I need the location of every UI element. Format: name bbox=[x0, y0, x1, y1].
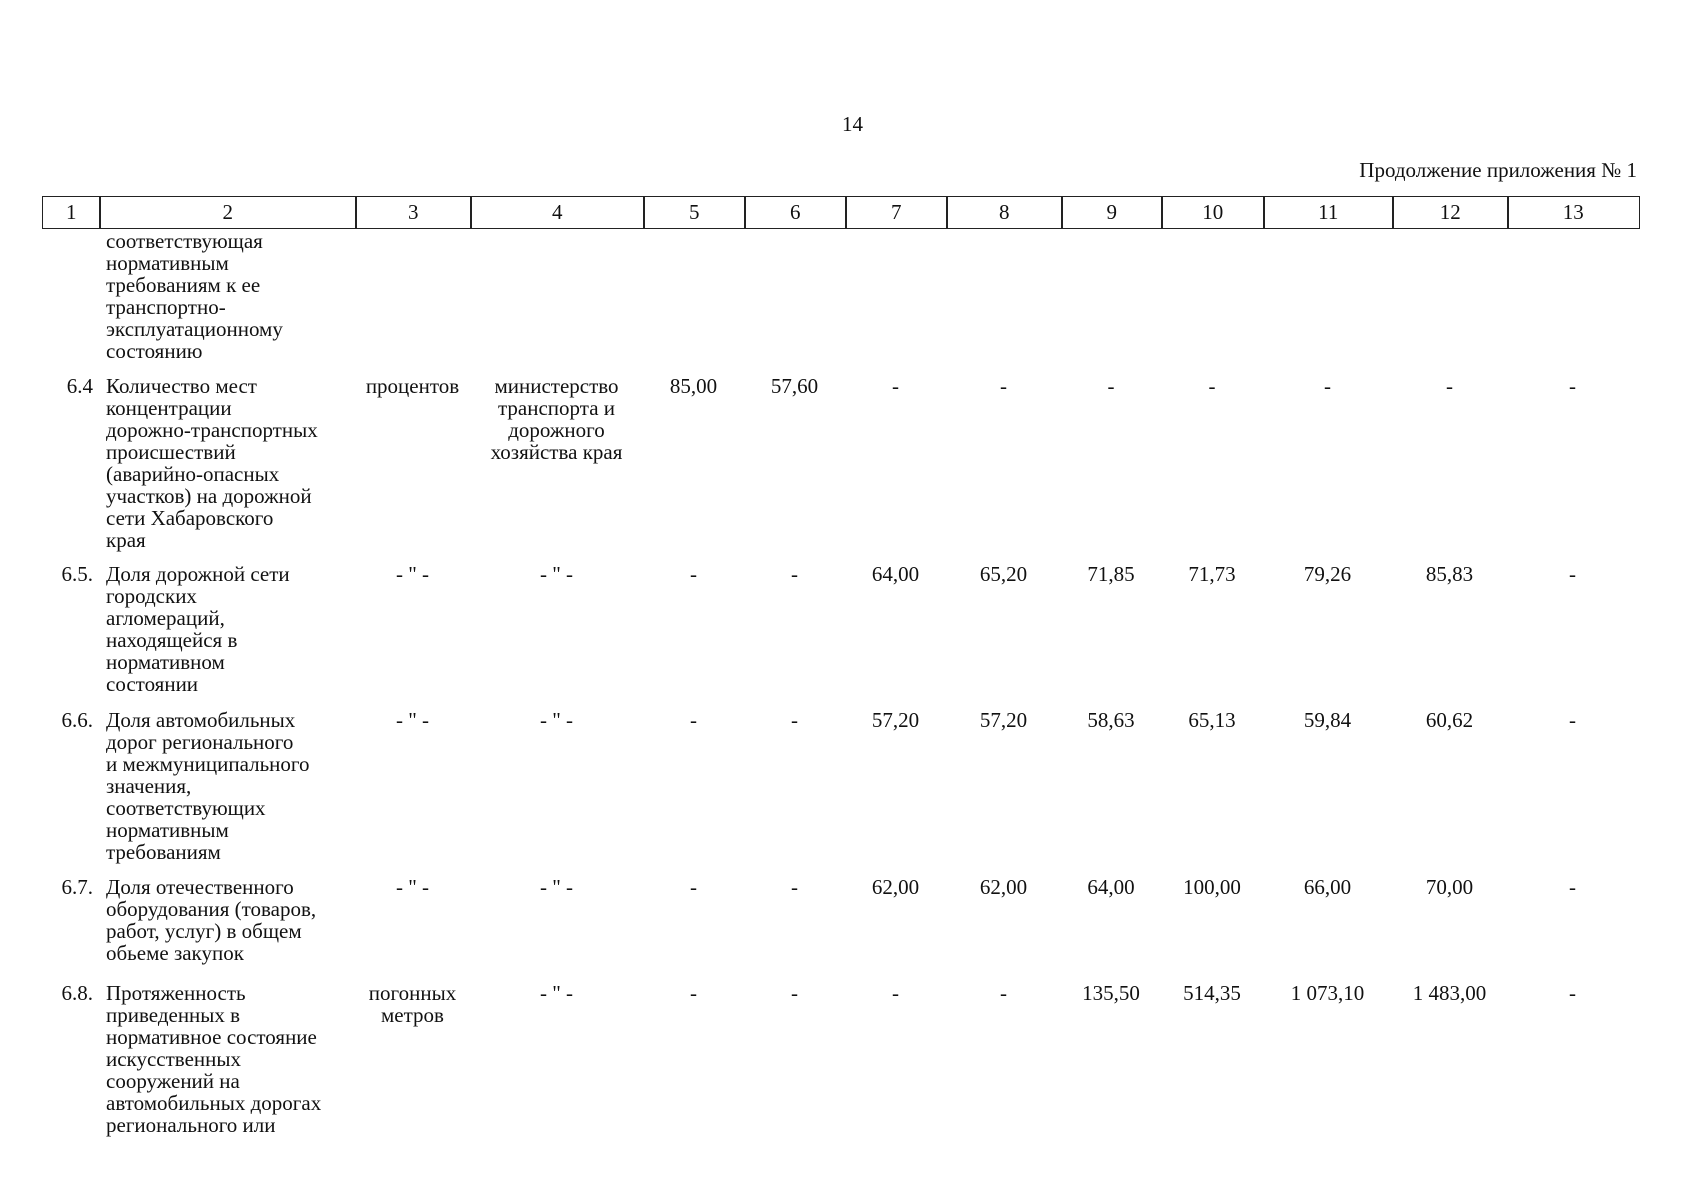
header-column-7: 7 bbox=[845, 196, 948, 229]
cell-col-6: - bbox=[791, 875, 798, 899]
page-number: 14 bbox=[842, 112, 863, 136]
cell-col-9: 64,00 bbox=[1087, 875, 1135, 899]
indicator-name: Количество мест концентрации дорожно-тра… bbox=[106, 374, 318, 552]
cell-col-10: 514,35 bbox=[1183, 981, 1241, 1005]
header-column-12: 12 bbox=[1392, 196, 1509, 229]
cell-col-5: - bbox=[690, 875, 697, 899]
cell-col-4: министерство транспорта и дорожного хозя… bbox=[490, 374, 623, 464]
indicator-name: Протяженность приведенных в нормативное … bbox=[106, 981, 322, 1137]
cell-col-12: 60,62 bbox=[1425, 708, 1474, 732]
header-column-2: 2 bbox=[99, 196, 357, 229]
cell-col-6: 57,60 bbox=[770, 374, 819, 398]
cell-col-13: - bbox=[1569, 981, 1576, 1005]
header-column-5: 5 bbox=[643, 196, 746, 229]
header-column-1: 1 bbox=[42, 196, 101, 229]
row-number: 6.5. bbox=[61, 562, 94, 586]
cell-col-10: - bbox=[1208, 374, 1216, 398]
cell-col-13: - bbox=[1569, 374, 1576, 398]
cell-col-5: - bbox=[690, 708, 697, 732]
cell-col-9: 71,85 bbox=[1087, 562, 1135, 586]
header-column-8: 8 bbox=[946, 196, 1063, 229]
indicator-name: Доля дорожной сети городских агломераций… bbox=[106, 562, 290, 696]
cell-col-8: 62,00 bbox=[979, 875, 1028, 899]
indicator-name: Доля автомобильных дорог регионального и… bbox=[106, 708, 310, 864]
cell-col-12: - bbox=[1446, 374, 1453, 398]
row-number: 6.4 bbox=[66, 374, 93, 398]
row-number: 6.6. bbox=[61, 708, 94, 732]
cell-col-6: - bbox=[791, 981, 798, 1005]
header-column-13: 13 bbox=[1507, 196, 1640, 229]
cell-col-10: 71,73 bbox=[1188, 562, 1236, 586]
cell-col-12: 70,00 bbox=[1425, 875, 1474, 899]
cell-col-11: 79,26 bbox=[1303, 562, 1352, 586]
header-column-6: 6 bbox=[744, 196, 847, 229]
continuation-note: Продолжение приложения № 1 bbox=[1359, 158, 1637, 182]
cell-col-9: - bbox=[1107, 374, 1115, 398]
cell-col-11: - bbox=[1324, 374, 1331, 398]
cell-col-8: 65,20 bbox=[979, 562, 1028, 586]
cell-col-4: - " - bbox=[539, 875, 574, 899]
cell-col-12: 1 483,00 bbox=[1412, 981, 1487, 1005]
cell-col-8: - bbox=[1000, 374, 1007, 398]
cell-col-9: 58,63 bbox=[1087, 708, 1135, 732]
cell-col-3: - " - bbox=[395, 708, 430, 732]
cell-col-13: - bbox=[1569, 875, 1576, 899]
cell-col-4: - " - bbox=[539, 981, 574, 1005]
cell-col-9: 135,50 bbox=[1082, 981, 1140, 1005]
cell-col-13: - bbox=[1569, 708, 1576, 732]
cell-col-5: 85,00 bbox=[669, 374, 718, 398]
header-column-9: 9 bbox=[1061, 196, 1163, 229]
cell-col-7: 62,00 bbox=[871, 875, 920, 899]
cell-col-13: - bbox=[1569, 562, 1576, 586]
cell-col-7: - bbox=[892, 981, 899, 1005]
indicator-name: Доля отечественного оборудования (товаро… bbox=[106, 875, 317, 965]
indicator-name: соответствующая нормативным требованиям … bbox=[106, 229, 283, 363]
header-column-4: 4 bbox=[470, 196, 645, 229]
cell-col-8: 57,20 bbox=[979, 708, 1028, 732]
cell-col-10: 65,13 bbox=[1188, 708, 1236, 732]
cell-col-7: - bbox=[892, 374, 899, 398]
cell-col-7: 57,20 bbox=[871, 708, 920, 732]
cell-col-3: погонных метров bbox=[368, 981, 457, 1027]
cell-col-12: 85,83 bbox=[1425, 562, 1474, 586]
cell-col-11: 59,84 bbox=[1303, 708, 1352, 732]
row-number: 6.8. bbox=[61, 981, 94, 1005]
cell-col-4: - " - bbox=[539, 708, 574, 732]
row-number: 6.7. bbox=[61, 875, 94, 899]
header-column-10: 10 bbox=[1161, 196, 1265, 229]
cell-col-8: - bbox=[1000, 981, 1007, 1005]
cell-col-5: - bbox=[690, 562, 697, 586]
cell-col-3: процентов bbox=[365, 374, 460, 398]
header-column-3: 3 bbox=[355, 196, 472, 229]
cell-col-3: - " - bbox=[395, 562, 430, 586]
cell-col-4: - " - bbox=[539, 562, 574, 586]
cell-col-6: - bbox=[791, 562, 798, 586]
cell-col-10: 100,00 bbox=[1183, 875, 1241, 899]
cell-col-3: - " - bbox=[395, 875, 430, 899]
cell-col-11: 1 073,10 bbox=[1290, 981, 1365, 1005]
cell-col-5: - bbox=[690, 981, 697, 1005]
cell-col-11: 66,00 bbox=[1303, 875, 1352, 899]
cell-col-6: - bbox=[791, 708, 798, 732]
header-column-11: 11 bbox=[1263, 196, 1394, 229]
cell-col-7: 64,00 bbox=[871, 562, 920, 586]
